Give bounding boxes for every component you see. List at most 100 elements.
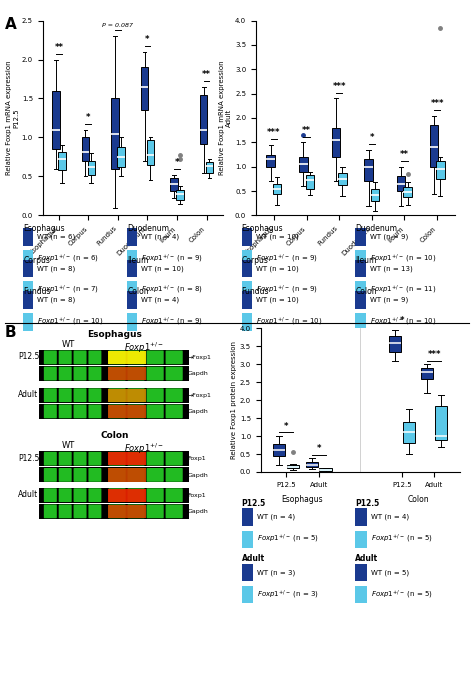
PathPatch shape <box>170 178 178 191</box>
Text: **: ** <box>55 42 64 52</box>
FancyBboxPatch shape <box>89 468 101 482</box>
PathPatch shape <box>306 462 318 467</box>
Bar <box>128 228 137 246</box>
Bar <box>39 488 190 503</box>
Bar <box>108 367 146 380</box>
PathPatch shape <box>200 94 208 144</box>
Text: ***: *** <box>428 350 441 359</box>
FancyBboxPatch shape <box>109 452 126 466</box>
Bar <box>242 586 253 603</box>
Bar <box>128 259 137 278</box>
Text: $Foxp1^{+/-}$ (n = 10): $Foxp1^{+/-}$ (n = 10) <box>370 316 436 328</box>
Text: $Foxp1^{+/-}$ (n = 10): $Foxp1^{+/-}$ (n = 10) <box>36 316 103 328</box>
Bar <box>242 564 253 581</box>
Bar <box>128 291 137 309</box>
PathPatch shape <box>389 336 401 352</box>
Text: Colon: Colon <box>407 495 429 504</box>
PathPatch shape <box>403 421 415 443</box>
FancyBboxPatch shape <box>44 350 57 365</box>
Text: $Foxp1^{+/-}$ (n = 7): $Foxp1^{+/-}$ (n = 7) <box>36 284 99 296</box>
PathPatch shape <box>58 152 66 170</box>
Text: ***: *** <box>332 81 346 91</box>
Text: WT (n = 10): WT (n = 10) <box>256 233 299 240</box>
Bar <box>39 366 190 381</box>
PathPatch shape <box>403 187 412 197</box>
Text: WT (n = 8): WT (n = 8) <box>36 265 75 272</box>
Text: WT (n = 10): WT (n = 10) <box>256 265 299 272</box>
FancyBboxPatch shape <box>44 505 57 518</box>
FancyBboxPatch shape <box>89 389 101 402</box>
Text: Ileum: Ileum <box>356 256 377 265</box>
PathPatch shape <box>287 466 299 469</box>
Text: Fundus: Fundus <box>23 287 51 296</box>
Text: *: * <box>86 113 91 122</box>
FancyBboxPatch shape <box>89 350 101 365</box>
PathPatch shape <box>266 155 275 167</box>
Text: *: * <box>316 445 321 453</box>
Text: $Foxp1^{+/-}$ (n = 5): $Foxp1^{+/-}$ (n = 5) <box>371 588 433 601</box>
FancyBboxPatch shape <box>59 350 72 365</box>
Text: Colon: Colon <box>100 431 128 440</box>
FancyBboxPatch shape <box>59 452 72 466</box>
PathPatch shape <box>436 161 445 179</box>
FancyBboxPatch shape <box>59 389 72 402</box>
Text: Esophagus: Esophagus <box>282 495 323 504</box>
FancyBboxPatch shape <box>165 488 183 502</box>
FancyBboxPatch shape <box>89 367 101 380</box>
Bar <box>356 228 365 246</box>
Bar <box>39 388 190 403</box>
Text: *: * <box>284 422 288 431</box>
Bar <box>108 389 146 402</box>
Text: WT (n = 3): WT (n = 3) <box>257 569 296 576</box>
FancyBboxPatch shape <box>44 452 57 466</box>
FancyBboxPatch shape <box>165 350 183 365</box>
FancyBboxPatch shape <box>89 488 101 502</box>
Text: P12.5: P12.5 <box>356 499 380 508</box>
Text: $Foxp1^{+/-}$ (n = 5): $Foxp1^{+/-}$ (n = 5) <box>371 533 433 545</box>
Text: Foxp1: Foxp1 <box>187 492 206 498</box>
Text: P12.5: P12.5 <box>18 352 40 361</box>
Text: $Foxp1^{+/-}$ (n = 5): $Foxp1^{+/-}$ (n = 5) <box>257 533 319 545</box>
FancyBboxPatch shape <box>165 404 183 419</box>
FancyBboxPatch shape <box>44 404 57 419</box>
FancyBboxPatch shape <box>146 367 164 380</box>
Text: Corpus: Corpus <box>242 256 268 265</box>
Text: Corpus: Corpus <box>23 256 50 265</box>
FancyBboxPatch shape <box>109 389 126 402</box>
Bar <box>23 281 33 299</box>
Text: Adult: Adult <box>242 554 264 563</box>
PathPatch shape <box>111 98 119 169</box>
Text: $Foxp1^{+/-}$ (n = 6): $Foxp1^{+/-}$ (n = 6) <box>36 252 99 265</box>
Bar <box>39 467 190 482</box>
FancyBboxPatch shape <box>59 505 72 518</box>
PathPatch shape <box>338 172 346 185</box>
PathPatch shape <box>371 189 379 201</box>
FancyBboxPatch shape <box>44 488 57 502</box>
FancyBboxPatch shape <box>128 468 145 482</box>
Text: WT (n = 8): WT (n = 8) <box>36 297 75 304</box>
FancyBboxPatch shape <box>44 389 57 402</box>
PathPatch shape <box>52 91 60 149</box>
Text: Adult: Adult <box>356 554 378 563</box>
FancyBboxPatch shape <box>128 488 145 502</box>
Bar <box>23 228 33 246</box>
Text: $Foxp1^{+/-}$ (n = 9): $Foxp1^{+/-}$ (n = 9) <box>141 252 203 265</box>
Text: $Foxp1^{+/-}$ (n = 11): $Foxp1^{+/-}$ (n = 11) <box>370 284 436 296</box>
Bar <box>39 451 190 466</box>
Bar <box>356 313 365 331</box>
Y-axis label: Relative Foxp1 protein expression: Relative Foxp1 protein expression <box>231 341 237 459</box>
Bar <box>108 469 146 482</box>
FancyBboxPatch shape <box>73 404 87 419</box>
Text: **: ** <box>400 150 409 159</box>
Bar <box>356 291 365 309</box>
Bar <box>128 313 137 331</box>
Text: A: A <box>5 17 17 32</box>
Text: WT (n = 10): WT (n = 10) <box>256 297 299 304</box>
Text: Esophagus: Esophagus <box>23 224 65 233</box>
FancyBboxPatch shape <box>165 389 183 402</box>
Bar <box>128 250 137 267</box>
Text: Colon: Colon <box>356 287 377 296</box>
Text: WT (n = 4): WT (n = 4) <box>141 233 179 240</box>
Text: Gapdh: Gapdh <box>187 509 208 514</box>
PathPatch shape <box>365 159 373 181</box>
